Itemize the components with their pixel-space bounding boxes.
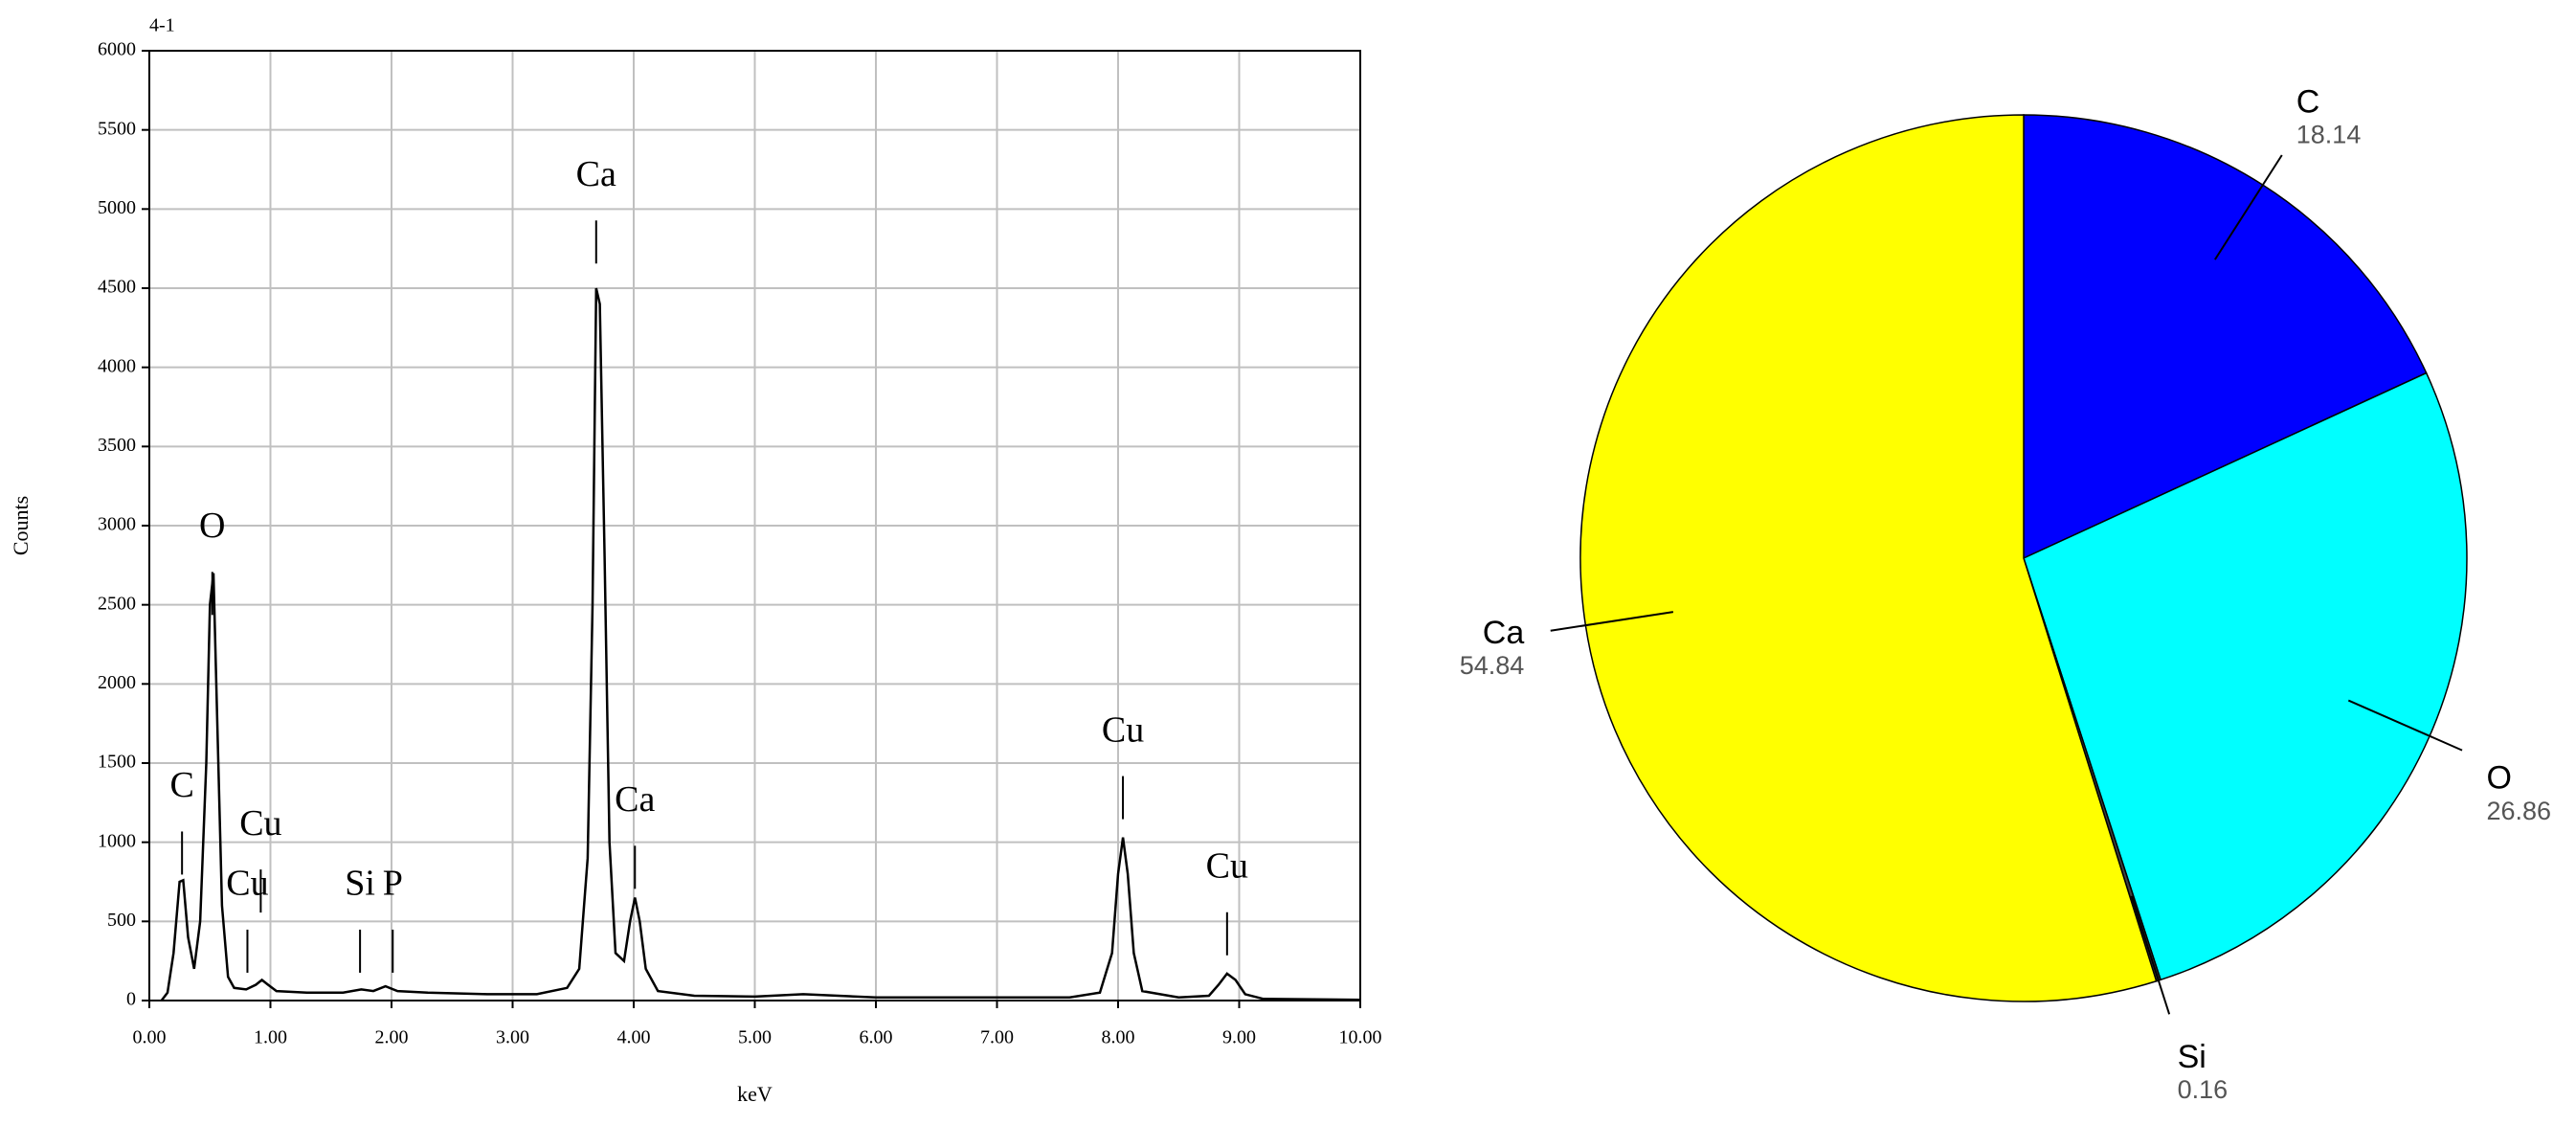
- pie-label: O: [2486, 760, 2511, 797]
- x-tick-label: 7.00: [980, 1027, 1014, 1048]
- pie-value: 0.16: [2178, 1075, 2229, 1104]
- x-tick-label: 1.00: [254, 1027, 287, 1048]
- peak-label: Cu: [239, 803, 281, 844]
- pie-value: 18.14: [2296, 121, 2362, 149]
- peak-label: Ca: [576, 154, 616, 194]
- y-tick-label: 5000: [98, 197, 136, 218]
- pie-label: Si: [2178, 1039, 2206, 1075]
- y-tick-label: 5500: [98, 118, 136, 139]
- peak-label: Cu: [226, 864, 268, 904]
- leader-line: [2214, 154, 2283, 260]
- x-tick-label: 5.00: [738, 1027, 772, 1048]
- y-axis-label: Counts: [9, 496, 33, 555]
- y-tick-label: 3000: [98, 514, 136, 535]
- leader-line: [1550, 611, 1674, 632]
- y-tick-label: 4000: [98, 355, 136, 376]
- x-tick-label: 3.00: [496, 1027, 529, 1048]
- x-tick-label: 4.00: [617, 1027, 651, 1048]
- peak-label: Si: [345, 864, 375, 904]
- leader-line: [2130, 895, 2171, 1015]
- chart-title: 4-1: [149, 15, 175, 36]
- leader-line: [2347, 699, 2463, 752]
- y-tick-label: 500: [107, 910, 136, 931]
- x-axis-label: keV: [737, 1082, 773, 1106]
- x-tick-label: 10.00: [1339, 1027, 1382, 1048]
- spectrum-line: [160, 287, 1361, 1001]
- y-tick-label: 1000: [98, 830, 136, 851]
- plot-border: [148, 50, 1361, 1001]
- y-tick-label: 4500: [98, 277, 136, 298]
- peak-label: Cu: [1102, 709, 1144, 750]
- peak-label: C: [169, 765, 193, 805]
- x-tick-label: 2.00: [375, 1027, 409, 1048]
- x-tick-label: 8.00: [1102, 1027, 1135, 1048]
- pie-value: 26.86: [2486, 797, 2551, 825]
- x-tick-label: 6.00: [860, 1027, 893, 1048]
- x-tick-label: 9.00: [1222, 1027, 1256, 1048]
- y-tick-label: 2000: [98, 672, 136, 693]
- peak-label: O: [199, 506, 225, 546]
- peak-label: P: [383, 864, 403, 904]
- pie-value: 54.84: [1460, 651, 1525, 680]
- y-tick-label: 6000: [98, 39, 136, 60]
- x-tick-label: 0.00: [133, 1027, 167, 1048]
- y-tick-label: 2500: [98, 593, 136, 614]
- pie-label: C: [2296, 84, 2320, 121]
- peak-label: Cu: [1206, 845, 1248, 886]
- y-tick-label: 1500: [98, 752, 136, 773]
- y-tick-label: 0: [126, 989, 136, 1010]
- peak-label: Ca: [615, 779, 655, 820]
- pie-label: Ca: [1483, 615, 1525, 651]
- y-tick-label: 3500: [98, 435, 136, 456]
